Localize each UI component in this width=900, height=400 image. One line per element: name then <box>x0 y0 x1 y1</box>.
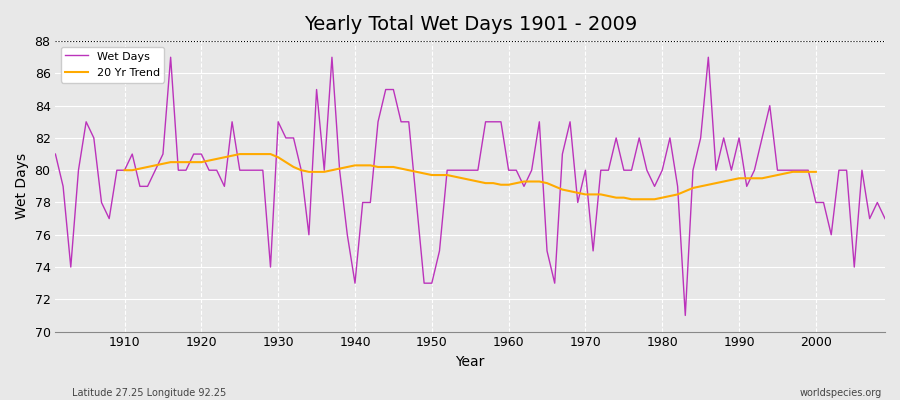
X-axis label: Year: Year <box>455 355 485 369</box>
Text: worldspecies.org: worldspecies.org <box>800 388 882 398</box>
Line: Wet Days: Wet Days <box>56 57 885 316</box>
Wet Days <box>603 168 614 173</box>
20 Yr Trend <box>626 197 637 202</box>
Wet Days <box>288 136 299 140</box>
20 Yr Trend <box>203 158 214 163</box>
Wet Days <box>879 216 890 221</box>
20 Yr Trend <box>119 168 130 173</box>
Wet Days <box>680 313 690 318</box>
Legend: Wet Days, 20 Yr Trend: Wet Days, 20 Yr Trend <box>61 47 164 83</box>
20 Yr Trend <box>526 179 537 184</box>
20 Yr Trend <box>811 170 822 174</box>
Wet Days <box>334 168 345 173</box>
Wet Days <box>166 55 176 60</box>
20 Yr Trend <box>803 170 814 174</box>
Line: 20 Yr Trend: 20 Yr Trend <box>124 154 816 199</box>
20 Yr Trend <box>718 179 729 184</box>
20 Yr Trend <box>234 152 245 156</box>
20 Yr Trend <box>303 170 314 174</box>
Title: Yearly Total Wet Days 1901 - 2009: Yearly Total Wet Days 1901 - 2009 <box>303 15 637 34</box>
Wet Days <box>50 152 61 156</box>
20 Yr Trend <box>288 164 299 169</box>
Wet Days <box>511 168 522 173</box>
Wet Days <box>112 168 122 173</box>
Y-axis label: Wet Days: Wet Days <box>15 153 29 220</box>
Wet Days <box>503 168 514 173</box>
Text: Latitude 27.25 Longitude 92.25: Latitude 27.25 Longitude 92.25 <box>72 388 226 398</box>
